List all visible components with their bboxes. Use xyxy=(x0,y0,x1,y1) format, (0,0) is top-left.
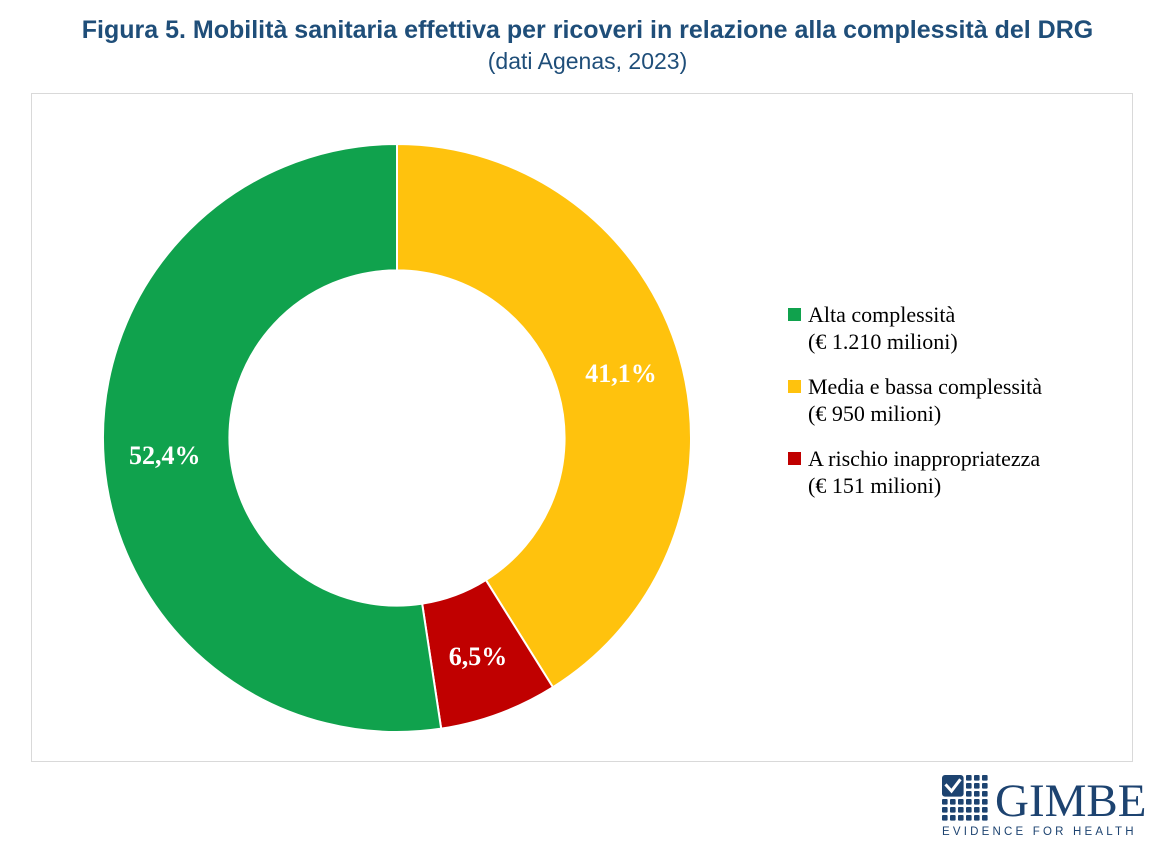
logo-grid-dot xyxy=(942,807,948,813)
donut-slice-alta-complessit- xyxy=(102,143,443,733)
legend-label-line2: (€ 950 milioni) xyxy=(808,401,942,426)
chart-legend: Alta complessità (€ 1.210 milioni) Media… xyxy=(788,301,1118,517)
legend-label: Media e bassa complessità (€ 950 milioni… xyxy=(808,373,1042,427)
logo-grid-dot xyxy=(950,799,956,805)
chart-plot-area: 41,1% 6,5% 52,4% Alta complessità (€ 1.210… xyxy=(31,93,1133,762)
logo-grid-dot xyxy=(982,815,988,821)
logo-grid-dot xyxy=(966,783,972,789)
figure-title-block: Figura 5. Mobilità sanitaria effettiva p… xyxy=(0,14,1175,75)
donut-chart: 41,1% 6,5% 52,4% xyxy=(102,143,692,733)
logo-grid-dot xyxy=(974,807,980,813)
logo-grid-dot xyxy=(942,799,948,805)
logo-grid-dot xyxy=(966,815,972,821)
gimbe-tagline: EVIDENCE FOR HEALTH xyxy=(942,826,1137,838)
gimbe-logo: GIMBE EVIDENCE FOR HEALTH xyxy=(942,775,1146,838)
logo-grid-dot xyxy=(950,807,956,813)
logo-grid-dot xyxy=(958,815,964,821)
logo-grid-dot xyxy=(982,783,988,789)
logo-grid-dot xyxy=(966,775,972,781)
legend-item-media-bassa-complessita: Media e bassa complessità (€ 950 milioni… xyxy=(788,373,1118,427)
logo-grid-dot xyxy=(982,799,988,805)
legend-marker-red-icon xyxy=(788,452,801,465)
legend-label: A rischio inappropriatezza (€ 151 milion… xyxy=(808,445,1040,499)
donut-slice-percent-label: 52,4% xyxy=(129,441,201,470)
legend-label-line1: A rischio inappropriatezza xyxy=(808,446,1041,471)
legend-label-line1: Alta complessità xyxy=(808,302,956,327)
logo-grid-dot xyxy=(982,775,988,781)
logo-grid-dot xyxy=(966,791,972,797)
logo-grid-dot xyxy=(958,799,964,805)
logo-grid-dot xyxy=(974,791,980,797)
legend-label-line1: Media e bassa complessità xyxy=(808,374,1042,399)
logo-check-icon xyxy=(944,778,962,794)
gimbe-logo-mark-icon xyxy=(942,775,988,821)
legend-label-line2: (€ 151 milioni) xyxy=(808,473,942,498)
logo-grid-dot xyxy=(966,807,972,813)
donut-slice-media-e-bassa-complessit- xyxy=(396,143,692,689)
legend-item-rischio-inappropriatezza: A rischio inappropriatezza (€ 151 milion… xyxy=(788,445,1118,499)
logo-grid-dot xyxy=(974,783,980,789)
logo-grid-dot xyxy=(974,799,980,805)
logo-grid-dot xyxy=(950,815,956,821)
donut-slice-percent-label: 41,1% xyxy=(585,359,657,388)
gimbe-logo-top: GIMBE xyxy=(942,775,1146,825)
legend-item-alta-complessita: Alta complessità (€ 1.210 milioni) xyxy=(788,301,1118,355)
logo-grid-dot xyxy=(982,791,988,797)
logo-grid-dot xyxy=(982,807,988,813)
legend-label-line2: (€ 1.210 milioni) xyxy=(808,329,958,354)
legend-marker-yellow-icon xyxy=(788,380,801,393)
figure-title: Figura 5. Mobilità sanitaria effettiva p… xyxy=(81,16,1094,44)
logo-grid-dot xyxy=(974,775,980,781)
logo-grid-dot xyxy=(974,815,980,821)
logo-grid-dot xyxy=(966,799,972,805)
figure-subtitle: (dati Agenas, 2023) xyxy=(487,47,688,74)
logo-grid-dot xyxy=(958,807,964,813)
gimbe-wordmark: GIMBE xyxy=(995,775,1147,828)
legend-marker-green-icon xyxy=(788,308,801,321)
donut-slice-percent-label: 6,5% xyxy=(449,642,508,671)
legend-label: Alta complessità (€ 1.210 milioni) xyxy=(808,301,958,355)
logo-grid-dot xyxy=(942,815,948,821)
